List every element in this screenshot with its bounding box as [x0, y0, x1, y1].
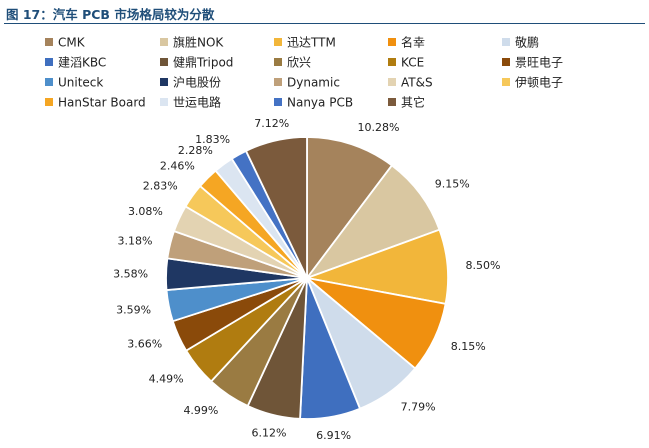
- legend-label: 欣兴: [287, 56, 311, 70]
- legend-label: 名幸: [401, 35, 425, 50]
- legend-swatch: [274, 58, 282, 66]
- legend-label: 迅达TTM: [287, 36, 336, 50]
- legend-swatch: [502, 38, 510, 46]
- legend-swatch: [388, 98, 396, 106]
- slice-value-label: 8.50%: [466, 259, 501, 272]
- slice-value-label: 6.12%: [252, 426, 287, 439]
- legend-swatch: [160, 78, 168, 86]
- pie-slices: [165, 136, 449, 420]
- chart-title: 图 17：汽车 PCB 市场格局较为分散: [6, 7, 215, 22]
- legend-label: 伊顿电子: [515, 76, 563, 90]
- slice-value-label: 6.91%: [316, 429, 351, 442]
- legend-swatch: [388, 58, 396, 66]
- slice-value-label: 2.83%: [143, 179, 178, 192]
- slice-value-label: 4.99%: [183, 404, 218, 417]
- pie-slice: [304, 164, 441, 280]
- legend-label: 旗胜NOK: [173, 35, 224, 50]
- pie-slice: [306, 136, 394, 281]
- legend-swatch: [502, 58, 510, 66]
- legend-swatch: [45, 38, 53, 46]
- slice-value-label: 4.49%: [149, 372, 184, 385]
- title-divider: [4, 23, 645, 24]
- legend-swatch: [274, 38, 282, 46]
- legend-label: 建滔KBC: [58, 56, 106, 70]
- legend-swatch: [45, 98, 53, 106]
- legend-label: 健鼎Tripod: [173, 56, 233, 70]
- legend-swatch: [160, 58, 168, 66]
- slice-value-label: 2.28%: [178, 144, 213, 157]
- legend-swatch: [502, 78, 510, 86]
- legend-label: Uniteck: [58, 76, 103, 90]
- slice-value-label: 2.46%: [160, 159, 195, 172]
- slice-value-label: 3.58%: [113, 268, 148, 281]
- legend-swatch: [160, 38, 168, 46]
- legend-swatch: [274, 98, 282, 106]
- slice-value-label: 1.83%: [195, 133, 230, 146]
- legend-swatch: [45, 58, 53, 66]
- slice-value-label: 3.08%: [128, 205, 163, 218]
- legend-label: 沪电股份: [173, 76, 221, 90]
- pie-slice: [244, 136, 308, 279]
- legend-label: CMK: [58, 36, 86, 50]
- legend-label: 世运电路: [173, 95, 221, 110]
- legend-swatch: [274, 78, 282, 86]
- legend-swatch: [388, 38, 396, 46]
- legend-swatch: [160, 98, 168, 106]
- legend-label: 景旺电子: [515, 56, 563, 70]
- slice-value-label: 3.66%: [127, 338, 162, 351]
- legend-label: HanStar Board: [58, 96, 146, 110]
- slice-value-label: 8.15%: [451, 340, 486, 353]
- legend-swatch: [388, 78, 396, 86]
- slice-value-label: 10.28%: [358, 121, 400, 134]
- legend-label: 其它: [401, 95, 425, 110]
- slice-value-label: 7.12%: [254, 117, 289, 130]
- legend-swatch: [45, 78, 53, 86]
- legend-label: Dynamic: [287, 76, 340, 90]
- legend-label: 敬鹏: [515, 36, 539, 50]
- slice-value-label: 3.59%: [116, 303, 151, 316]
- legend-label: AT&S: [401, 76, 433, 90]
- slice-value-label: 3.18%: [118, 234, 153, 247]
- legend-label: Nanya PCB: [287, 96, 353, 110]
- slice-value-label: 7.79%: [401, 401, 436, 414]
- legend-label: KCE: [401, 56, 424, 70]
- slice-value-label: 9.15%: [435, 177, 470, 190]
- slice-labels: 10.28% 9.15% 8.50% 8.15% 7.79% 6.91% 6.12% 4.99…: [113, 117, 500, 442]
